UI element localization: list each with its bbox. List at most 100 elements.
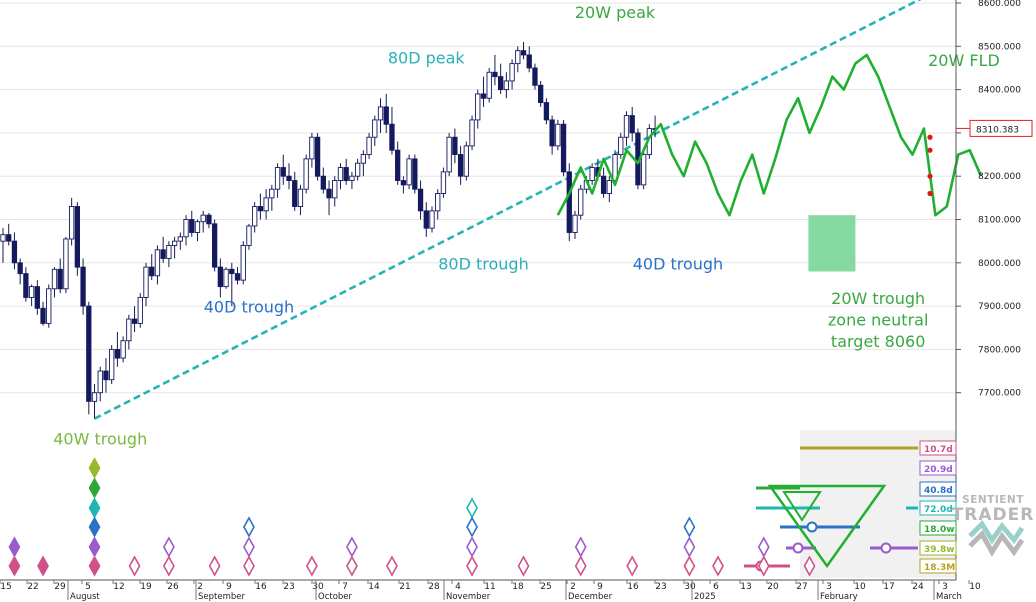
cycle-diamond xyxy=(88,477,101,499)
x-tick-label: 18 xyxy=(512,582,524,592)
candle-up xyxy=(372,119,378,138)
x-tick-label: 24 xyxy=(912,582,924,592)
candle-up xyxy=(377,106,384,121)
candle-down xyxy=(538,84,544,104)
cycle-diamonds xyxy=(8,457,816,577)
trough-zone-box xyxy=(808,215,856,272)
cycle-diamond xyxy=(88,457,101,479)
x-tick-label: 23 xyxy=(283,582,294,592)
period-label-box xyxy=(919,460,957,476)
candle-down xyxy=(320,175,326,190)
cycle-diamond xyxy=(803,555,816,577)
period-label-box xyxy=(919,500,957,516)
candle-down xyxy=(17,262,23,275)
candle-down xyxy=(23,273,29,298)
x-tick-label: 7 xyxy=(342,582,348,592)
fld-line xyxy=(556,53,983,217)
x-tick-label: 21 xyxy=(399,582,410,592)
y-axis: 7700.000 7800.000 7900.000 8000.000 8100.000… xyxy=(956,0,1033,399)
candle-up xyxy=(223,268,229,288)
cycle-diamond xyxy=(574,555,587,577)
period-label-text: 18.0w xyxy=(924,525,955,535)
y-tick-label: 7800.000 xyxy=(978,345,1021,355)
candle-up xyxy=(263,197,269,212)
cycle-diamond xyxy=(466,516,478,538)
x-tick-label: 25 xyxy=(540,582,551,592)
candle-up xyxy=(252,206,258,227)
candle-up xyxy=(97,370,103,394)
x-tick-label: 16 xyxy=(255,582,267,592)
candle-down xyxy=(286,175,292,181)
period-label-text: 18.3M xyxy=(924,563,955,573)
month-label: August xyxy=(70,592,100,602)
cycle-diamond xyxy=(243,516,255,538)
candle-up xyxy=(63,238,69,290)
candle-down xyxy=(11,240,18,264)
candle-up xyxy=(0,234,6,242)
cycle-panel xyxy=(8,430,956,578)
candle-down xyxy=(229,268,235,275)
x-tick-label: 17 xyxy=(883,582,894,592)
candle-down xyxy=(452,136,458,155)
candle-down xyxy=(389,123,395,151)
cycle-diamond xyxy=(683,516,696,538)
candle-down xyxy=(492,71,498,78)
candle-down xyxy=(343,167,349,181)
candle-down xyxy=(400,180,407,186)
y-tick-label: 7900.000 xyxy=(978,302,1021,312)
cycle-diamond xyxy=(88,555,101,577)
candle-up xyxy=(349,175,355,181)
candle-up xyxy=(366,136,372,155)
candle-down xyxy=(566,171,572,233)
annotation-label: 40W trough xyxy=(53,430,147,449)
period-label: 40.8d xyxy=(919,481,957,497)
candle-up xyxy=(640,154,647,186)
cycle-diamond xyxy=(208,555,221,577)
candle-down xyxy=(383,106,389,125)
cycle-diamond xyxy=(626,555,639,577)
annotation-label: 20W trough xyxy=(831,289,925,308)
logo-line2: TRADER xyxy=(952,505,1035,525)
candle-up xyxy=(486,71,492,99)
cycle-diamond xyxy=(88,516,101,538)
logo-line1: SENTIENT xyxy=(962,494,1024,506)
candle-down xyxy=(497,76,504,91)
y-tick-label: 8400.000 xyxy=(978,86,1021,96)
candle-down xyxy=(74,206,81,268)
x-tick-label: 16 xyxy=(627,582,639,592)
x-tick-label: 19 xyxy=(140,582,152,592)
x-tick-label: 30 xyxy=(312,582,324,592)
period-label-box xyxy=(919,540,957,556)
x-tick-label: 27 xyxy=(796,582,807,592)
cycle-marker xyxy=(806,521,818,533)
candle-up xyxy=(200,214,206,223)
month-label: February xyxy=(820,592,858,602)
red-dot xyxy=(927,190,933,197)
cycle-diamond xyxy=(683,555,696,577)
grid xyxy=(0,2,956,394)
last-price-label: 8310.383 xyxy=(976,125,1019,135)
fld-20w-line xyxy=(556,53,983,217)
candle-down xyxy=(80,266,86,307)
x-tick-label: 2 xyxy=(570,582,576,592)
cycle-diamond xyxy=(757,555,770,577)
candle-up xyxy=(618,136,624,155)
cycle-diamond xyxy=(243,555,255,577)
candle-up xyxy=(46,288,52,324)
candle-down xyxy=(6,234,12,242)
cycle-marker xyxy=(792,542,804,554)
candle-down xyxy=(217,266,224,288)
candle-down xyxy=(600,175,607,194)
x-tick-label: 20 xyxy=(767,582,779,592)
vtl-80d-line xyxy=(93,0,922,420)
candle-down xyxy=(86,305,92,402)
candle-down xyxy=(417,188,424,212)
candle-down xyxy=(211,223,218,268)
period-label-text: 40.8d xyxy=(924,486,953,496)
candle-up xyxy=(606,180,612,194)
annotation-label: target 8060 xyxy=(831,332,925,351)
period-label: 10.7d xyxy=(919,440,957,456)
x-axis: 15 22 29 5 12 19 26 2 9 16 23 30 7 14 21 28 4 11 18 25 2 9 16 2… xyxy=(0,580,981,602)
cycle-diamond xyxy=(517,555,530,577)
